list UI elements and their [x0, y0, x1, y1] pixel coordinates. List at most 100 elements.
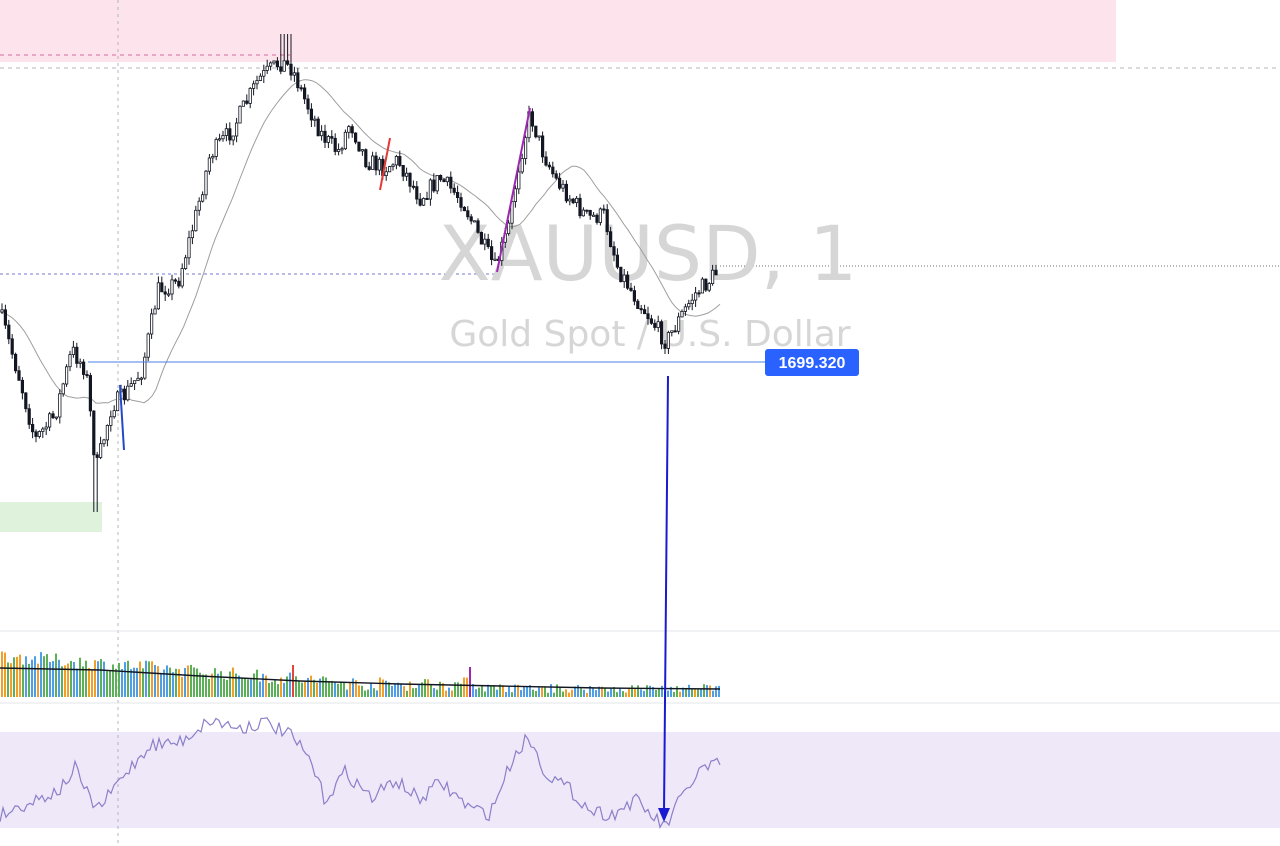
candle-body: [75, 346, 79, 364]
volume-bar: [544, 686, 546, 697]
volume-bar: [424, 679, 426, 697]
candle-body: [466, 210, 470, 218]
candle-body: [592, 214, 596, 217]
volume-bar: [112, 664, 114, 697]
volume-bar: [556, 684, 558, 697]
volume-bar: [355, 680, 357, 697]
candle-body: [99, 443, 103, 458]
volume-bar: [490, 685, 492, 697]
volume-bar: [673, 691, 675, 697]
candle-body: [306, 98, 310, 110]
candle-body: [687, 303, 691, 308]
candle-body: [663, 343, 667, 349]
candle-body: [506, 222, 511, 235]
volume-bar: [580, 688, 582, 697]
candle-body: [677, 316, 681, 332]
candle-body: [387, 166, 392, 173]
candle-body: [13, 353, 18, 372]
volume-bar: [262, 673, 264, 697]
candle-body: [673, 330, 677, 333]
support-zone: [0, 502, 102, 532]
volume-bar: [34, 656, 36, 697]
candle-body: [639, 308, 643, 311]
volume-bar: [82, 666, 84, 697]
volume-bar: [712, 690, 714, 697]
volume-bar: [487, 684, 489, 697]
volume-bar: [121, 669, 123, 697]
candle-body: [581, 209, 586, 217]
candle-body: [353, 132, 358, 143]
volume-bar: [403, 686, 405, 697]
resistance-zone: [0, 0, 1116, 62]
volume-bar: [643, 690, 645, 697]
volume-bar: [46, 654, 48, 697]
volume-bar: [646, 685, 648, 697]
volume-bar: [160, 672, 162, 697]
candle-body: [455, 191, 460, 198]
volume-bar: [91, 669, 93, 697]
volume-bar: [691, 688, 693, 697]
candle-body: [200, 194, 205, 202]
candle-body: [568, 198, 572, 202]
candle-body: [707, 283, 711, 291]
volume-bar: [172, 672, 174, 697]
volume-bar: [532, 689, 534, 697]
volume-bar: [709, 685, 711, 697]
candle-body: [95, 454, 99, 458]
volume-bar: [115, 668, 117, 697]
candle-body: [384, 171, 388, 176]
rsi-layer: [0, 717, 721, 829]
volume-bar: [58, 659, 60, 697]
candle-body: [575, 197, 579, 204]
candle-body: [479, 231, 484, 245]
candle-body: [404, 172, 409, 177]
volume-bar: [241, 677, 243, 697]
volume-bar: [187, 665, 189, 697]
candle-body: [670, 330, 674, 333]
volume-bar: [337, 683, 339, 697]
volume-bar: [139, 661, 141, 697]
candle-body: [88, 375, 92, 412]
candle-body: [183, 257, 188, 269]
volume-bar: [148, 661, 150, 697]
candle-body: [54, 416, 59, 419]
candle-body: [336, 149, 341, 152]
candle-body: [143, 356, 147, 379]
candle-body: [626, 274, 630, 289]
volume-bar: [190, 664, 192, 697]
candle-body: [360, 149, 365, 152]
volume-bar: [52, 661, 54, 697]
volume-bar: [151, 661, 153, 697]
candle-body: [697, 292, 701, 295]
candle-body: [418, 198, 422, 206]
volume-bar: [658, 688, 660, 697]
volume-bar: [439, 681, 441, 697]
candle-body: [554, 173, 558, 179]
candle-body: [126, 385, 130, 401]
candle-body: [694, 292, 698, 301]
candle-body: [680, 310, 684, 318]
candle-body: [289, 63, 293, 76]
candle-body: [486, 238, 490, 247]
candle-body: [173, 279, 177, 282]
volume-bar: [481, 685, 483, 697]
candle-body: [333, 137, 337, 152]
volume-bar: [184, 668, 186, 697]
candle-body: [30, 423, 35, 433]
candle-body: [248, 88, 252, 104]
candle-body: [82, 361, 86, 375]
volume-bar: [526, 686, 528, 697]
candle-body: [564, 183, 569, 202]
volume-bar: [4, 652, 6, 697]
volume-bar: [22, 664, 24, 697]
candle-body: [401, 164, 405, 177]
volume-bar: [313, 679, 315, 697]
candle-body: [343, 131, 348, 150]
candle-body: [71, 346, 75, 356]
down-arrow[interactable]: [658, 375, 670, 822]
volume-bar: [511, 692, 513, 697]
candle-body: [238, 105, 242, 124]
volume-bar: [217, 673, 219, 697]
volume-bar: [427, 679, 429, 697]
